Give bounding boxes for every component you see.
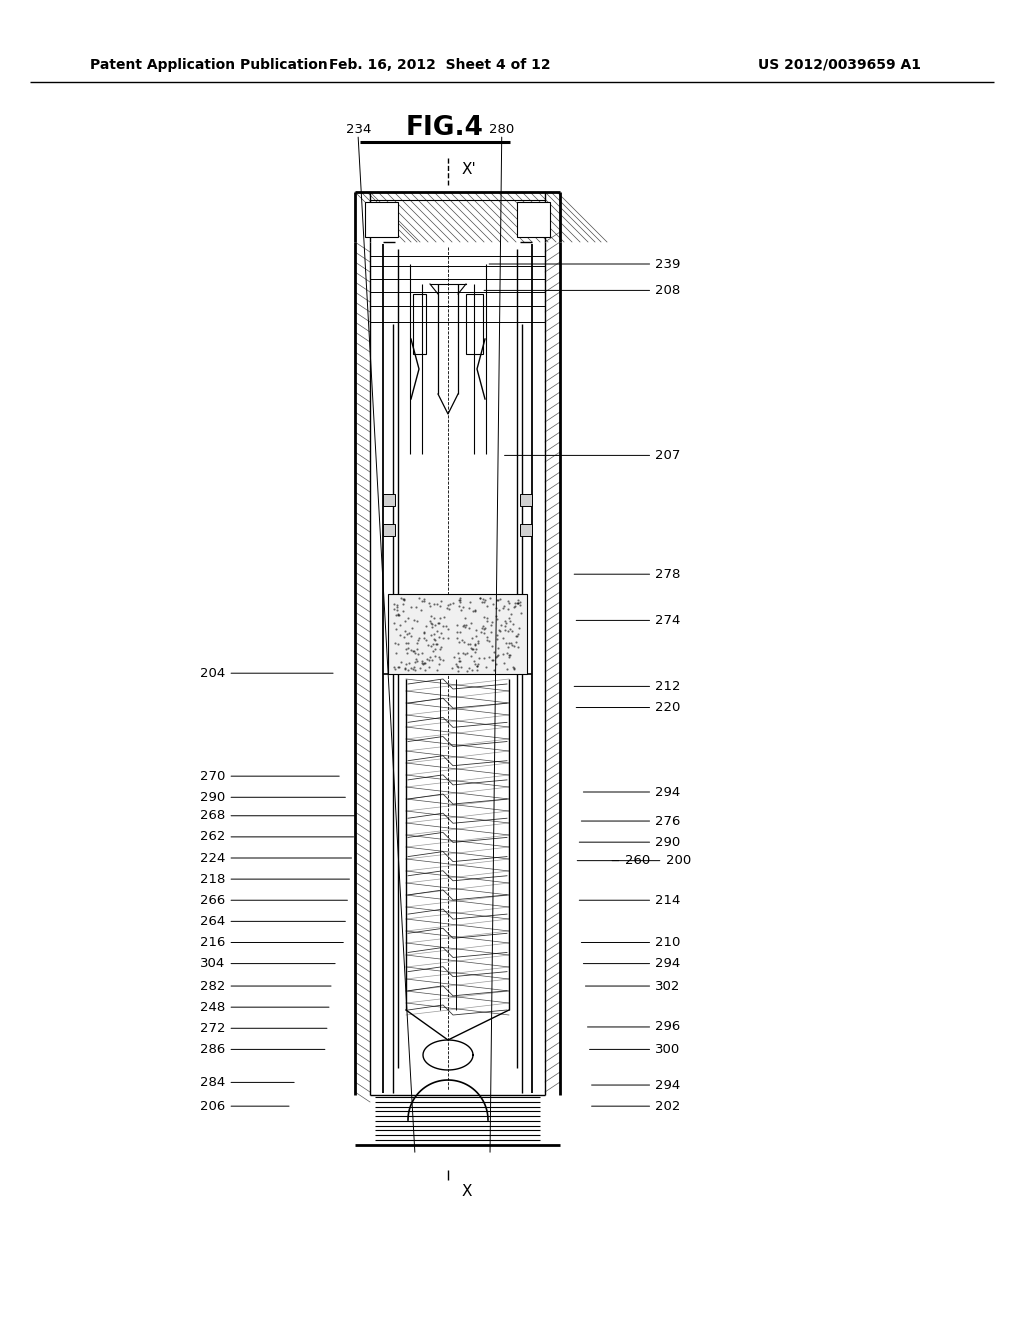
Text: 206: 206	[200, 1100, 225, 1113]
Text: FIG.4: FIG.4	[407, 115, 484, 141]
Text: 294: 294	[655, 957, 681, 970]
Text: 302: 302	[655, 979, 681, 993]
Text: 286: 286	[200, 1043, 225, 1056]
Text: 264: 264	[200, 915, 225, 928]
Text: 280: 280	[489, 123, 514, 136]
Text: 239: 239	[655, 257, 681, 271]
Text: 278: 278	[655, 568, 681, 581]
Bar	[388, 594, 527, 675]
Text: US 2012/0039659 A1: US 2012/0039659 A1	[759, 58, 922, 73]
Text: 270: 270	[200, 770, 225, 783]
Text: 218: 218	[200, 873, 225, 886]
Text: 296: 296	[655, 1020, 681, 1034]
Text: 304: 304	[200, 957, 225, 970]
Text: 276: 276	[655, 814, 681, 828]
Text: 207: 207	[655, 449, 681, 462]
Bar	[520, 524, 532, 536]
Text: 266: 266	[200, 894, 225, 907]
Text: 284: 284	[200, 1076, 225, 1089]
Bar	[413, 294, 426, 354]
Text: 290: 290	[200, 791, 225, 804]
Text: X': X'	[462, 162, 477, 177]
Text: 210: 210	[655, 936, 681, 949]
Text: 214: 214	[655, 894, 681, 907]
Text: 212: 212	[655, 680, 681, 693]
Text: 208: 208	[655, 284, 681, 297]
Bar	[383, 494, 395, 506]
Text: 216: 216	[200, 936, 225, 949]
Text: 204: 204	[200, 667, 225, 680]
Text: 224: 224	[200, 851, 225, 865]
Text: 300: 300	[655, 1043, 681, 1056]
Text: 200: 200	[666, 854, 691, 867]
Text: 260: 260	[625, 854, 650, 867]
Text: 272: 272	[200, 1022, 225, 1035]
Text: 282: 282	[200, 979, 225, 993]
Text: 234: 234	[346, 123, 371, 136]
Text: 220: 220	[655, 701, 681, 714]
Bar	[466, 294, 483, 354]
Text: Patent Application Publication: Patent Application Publication	[90, 58, 328, 73]
Text: 268: 268	[200, 809, 225, 822]
Text: 274: 274	[655, 614, 681, 627]
Bar	[517, 202, 550, 238]
Text: 290: 290	[655, 836, 681, 849]
Text: 202: 202	[655, 1100, 681, 1113]
Text: 294: 294	[655, 1078, 681, 1092]
Text: 248: 248	[200, 1001, 225, 1014]
Bar	[520, 494, 532, 506]
Bar	[365, 202, 398, 238]
Bar	[383, 524, 395, 536]
Text: 262: 262	[200, 830, 225, 843]
Text: Feb. 16, 2012  Sheet 4 of 12: Feb. 16, 2012 Sheet 4 of 12	[329, 58, 551, 73]
Text: 294: 294	[655, 785, 681, 799]
Text: X: X	[462, 1184, 472, 1200]
